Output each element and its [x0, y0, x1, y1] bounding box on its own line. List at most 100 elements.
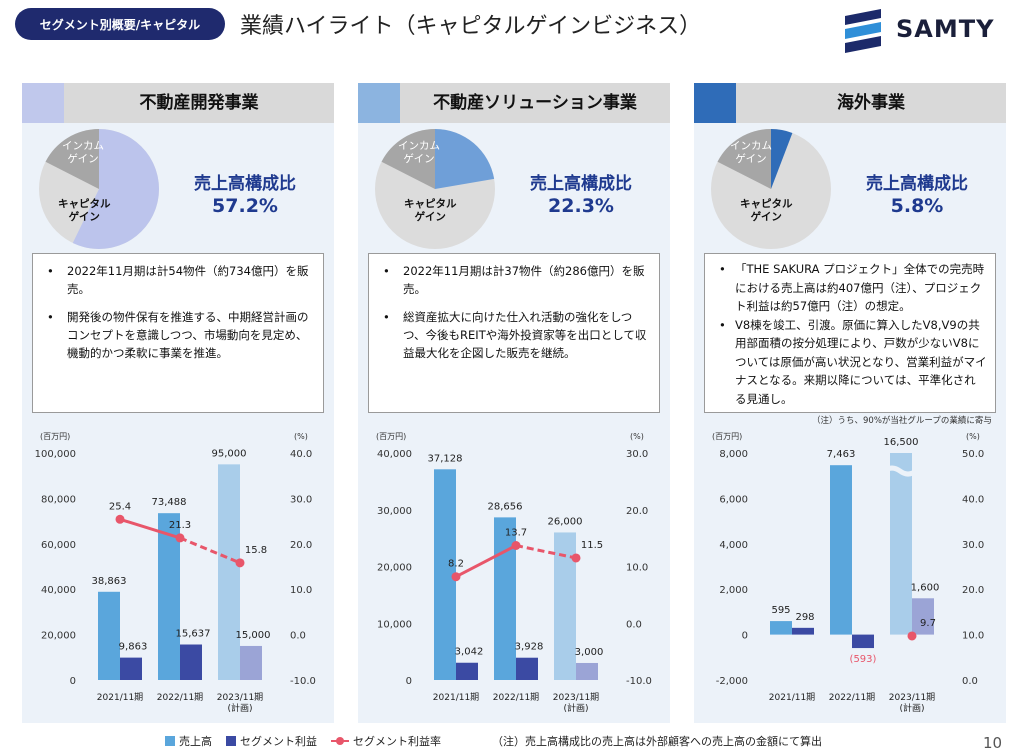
y2-tick-label: 40.0 — [290, 449, 312, 460]
pie-label-capital: キャピタル ゲイン — [404, 198, 457, 223]
y-tick-label: 10,000 — [377, 619, 412, 630]
sales-composition-pie — [711, 129, 831, 249]
ratio-label: 売上高構成比 — [194, 174, 296, 194]
ratio-value: 57.2% — [212, 195, 278, 217]
y2-tick-label: 20.0 — [626, 506, 648, 517]
sales-bar — [218, 464, 240, 680]
rate-line-segment — [455, 544, 517, 579]
y2-axis-unit: (%) — [294, 432, 308, 441]
chart-legend: 売上高 セグメント利益 セグメント利益率 — [165, 733, 455, 749]
profit-value-label: 3,928 — [515, 642, 544, 653]
y-tick-label: 30,000 — [377, 506, 412, 517]
x-tick-label: 2022/11期 — [493, 692, 539, 703]
y2-tick-label: 30.0 — [626, 449, 648, 460]
performance-chart: (百万円) (%) 0 10,000 20,000 30,000 40,000 -10.0 0.… — [376, 432, 652, 714]
ratio-value: 22.3% — [548, 195, 614, 217]
profit-value-label: 9,863 — [119, 642, 148, 653]
profit-bar — [120, 657, 142, 680]
rate-point — [907, 631, 917, 641]
x-tick-label: 2022/11期 — [829, 692, 875, 703]
y-tick-label: 2,000 — [719, 585, 748, 596]
axis-break-mark — [882, 465, 918, 477]
panel-title: 海外事業 — [837, 93, 905, 113]
sales-composition-pie — [39, 129, 159, 249]
sales-value-label: 595 — [771, 605, 790, 616]
legend-rate-marker — [331, 737, 349, 745]
segment-tag: セグメント別概要/キャピタル — [15, 8, 225, 40]
y-tick-label: 4,000 — [719, 540, 748, 551]
y2-tick-label: 0.0 — [290, 631, 306, 642]
y2-tick-label: 10.0 — [290, 585, 312, 596]
samty-logo — [845, 9, 881, 53]
sales-value-label: 16,500 — [884, 437, 919, 448]
y-axis-unit: (百万円) — [40, 432, 70, 441]
y2-tick-label: 30.0 — [962, 540, 984, 551]
sales-bar — [434, 469, 456, 680]
page-title: 業績ハイライト（キャピタルゲインビジネス） — [240, 14, 702, 39]
pie-label-income: インカム ゲイン — [398, 140, 440, 165]
pie-slice-segment — [435, 129, 495, 189]
logo-mark-icon — [845, 9, 881, 53]
performance-chart: (百万円) (%) -2,000 0 2,000 4,000 6,000 8,000 0.0 10… — [712, 432, 984, 714]
y-tick-label: 6,000 — [719, 494, 748, 505]
sales-bar — [158, 513, 180, 680]
rate-point — [451, 572, 461, 582]
profit-value-label: 15,000 — [236, 630, 271, 641]
y2-tick-label: 40.0 — [962, 494, 984, 505]
sales-value-label: 73,488 — [152, 497, 187, 508]
rate-point — [115, 514, 125, 524]
footnote: （注）売上高構成比の売上高は外部顧客への売上高の金額にて算出 — [492, 735, 822, 748]
ratio-label: 売上高構成比 — [866, 174, 968, 194]
y2-axis-unit: (%) — [630, 432, 644, 441]
sales-value-label: 95,000 — [212, 448, 247, 459]
x-tick-label: (計画) — [899, 702, 924, 714]
profit-bar — [576, 662, 598, 680]
pie-slice-segment — [72, 129, 159, 249]
y-axis-unit: (百万円) — [712, 432, 742, 441]
profit-bar — [792, 627, 814, 635]
performance-chart: (百万円) (%) 0 20,000 40,000 60,000 80,000 100,000… — [35, 432, 316, 714]
y-tick-label: 0 — [742, 631, 748, 642]
legend-rate-label: セグメント利益率 — [353, 735, 441, 748]
profit-bar — [852, 634, 874, 649]
legend-sales-label: 売上高 — [179, 735, 212, 748]
profit-value-label: (593) — [850, 654, 877, 665]
pie-label-income: インカム ゲイン — [62, 140, 104, 165]
sales-value-label: 26,000 — [548, 516, 583, 527]
panel-real-estate-solution: 不動産ソリューション事業 インカム ゲイン キャピタル ゲイン 売上高構成比 2… — [358, 83, 670, 723]
y-axis-unit: (百万円) — [376, 432, 406, 441]
pie-slice-segment — [771, 129, 793, 189]
profit-value-label: 3,000 — [575, 647, 604, 658]
rate-point — [511, 541, 521, 551]
x-tick-label: (計画) — [563, 702, 588, 714]
panel-title: 不動産ソリューション事業 — [433, 93, 637, 113]
y2-tick-label: -10.0 — [626, 676, 652, 687]
notes-box: 2022年11月期は計54物件（約734億円）を販売。 開発後の物件保有を推進す… — [32, 253, 324, 413]
sales-bar — [770, 621, 792, 635]
x-tick-label: 2022/11期 — [157, 692, 203, 703]
page-number: 10 — [983, 734, 1003, 752]
panel-title: 不動産開発事業 — [139, 93, 259, 113]
profit-bar — [912, 598, 934, 635]
sales-bar — [890, 453, 912, 635]
pie-slice-income — [381, 129, 435, 189]
legend-profit-swatch — [226, 736, 236, 746]
x-tick-label: 2021/11期 — [433, 692, 479, 703]
ratio-value: 5.8% — [890, 195, 944, 217]
x-tick-label: 2021/11期 — [97, 692, 143, 703]
y-tick-label: 20,000 — [41, 631, 76, 642]
profit-value-label: 15,637 — [176, 629, 211, 640]
sales-value-label: 38,863 — [92, 576, 127, 587]
sales-bar — [554, 532, 576, 680]
rate-point — [571, 553, 581, 563]
rate-value-label: 13.7 — [505, 528, 527, 539]
y-tick-label: 0 — [406, 676, 412, 687]
ratio-label: 売上高構成比 — [530, 174, 632, 194]
legend-rate: セグメント利益率 — [331, 733, 441, 749]
note-item: V8棟を竣工、引渡。原価に算入したV8,V9の共用部面積の按分処理により、戸数が… — [713, 316, 987, 409]
note-item: 「THE SAKURA プロジェクト」全体での完売時における売上高は約407億円… — [713, 260, 987, 316]
pie-slice-income — [717, 129, 771, 189]
sales-value-label: 37,128 — [428, 453, 463, 464]
rate-value-label: 11.5 — [581, 540, 603, 551]
y2-axis-unit: (%) — [966, 432, 980, 441]
